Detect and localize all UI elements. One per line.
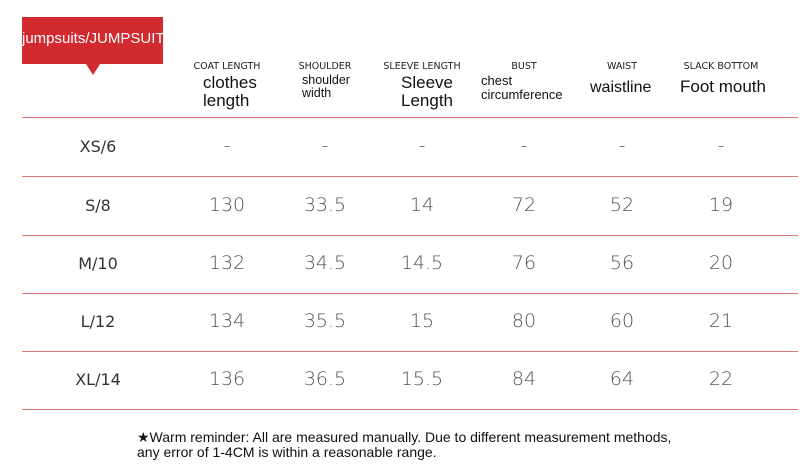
row-divider: [22, 293, 798, 294]
row-divider: [22, 235, 798, 236]
column-code: SHOULDER: [298, 61, 352, 72]
tag-pointer: [86, 64, 100, 75]
measurement: 21: [708, 310, 734, 332]
measurement: 33.5: [303, 193, 347, 216]
measurement: 14: [409, 193, 435, 216]
measurement: 134: [208, 310, 246, 332]
size-label: XS/6: [79, 136, 117, 156]
measurement: 34.5: [303, 252, 347, 274]
measurement: 136: [208, 368, 246, 390]
row-divider: [22, 117, 798, 118]
measurement: 36.5: [303, 368, 347, 390]
measurement: 15.5: [400, 368, 444, 390]
row-divider: [22, 176, 798, 177]
measurement: 20: [708, 252, 734, 274]
measurement: 35.5: [303, 310, 347, 332]
measurement: 14.5: [400, 252, 444, 274]
column-name: Foot mouth: [680, 77, 766, 96]
measurement: -: [717, 134, 725, 157]
measurement: 64: [609, 368, 635, 390]
measurement: 130: [208, 193, 246, 216]
size-label: S/8: [85, 195, 111, 215]
measurement: 72: [511, 193, 537, 216]
size-label: L/12: [80, 312, 116, 331]
measurement: 19: [708, 193, 734, 216]
measurement: -: [418, 134, 426, 157]
measurement: 60: [609, 310, 635, 332]
measurement: 52: [609, 193, 635, 216]
column-name: Sleeve Length: [401, 73, 453, 110]
measurement: 15: [409, 310, 435, 332]
measurement: 56: [609, 252, 635, 274]
measurement: -: [618, 134, 626, 157]
column-code: WAIST: [606, 61, 637, 72]
row-divider: [22, 409, 798, 410]
size-tag: jumpsuits/JUMPSUIT: [22, 17, 163, 64]
measurement: -: [520, 134, 528, 157]
column-code: BUST: [511, 61, 537, 72]
column-name: chest circumference: [481, 73, 563, 102]
measurement: 80: [511, 310, 537, 332]
measurement: 84: [511, 368, 537, 390]
measurement: -: [321, 134, 329, 157]
column-code: SLEEVE LENGTH: [383, 61, 461, 72]
measurement: -: [223, 134, 231, 157]
measurement: 76: [511, 252, 537, 274]
column-code: COAT LENGTH: [193, 61, 261, 72]
column-name: shoulder width: [302, 73, 350, 101]
size-label: XL/14: [75, 370, 121, 389]
measurement: 22: [708, 368, 734, 390]
column-name: waistline: [590, 79, 652, 96]
column-name: clothes length: [203, 73, 257, 110]
size-label: M/10: [78, 254, 118, 273]
measurement: 132: [208, 252, 246, 274]
column-code: SLACK BOTTOM: [683, 61, 759, 72]
row-divider: [22, 351, 798, 352]
footnote: ★Warm reminder: All are measured manuall…: [137, 429, 672, 460]
